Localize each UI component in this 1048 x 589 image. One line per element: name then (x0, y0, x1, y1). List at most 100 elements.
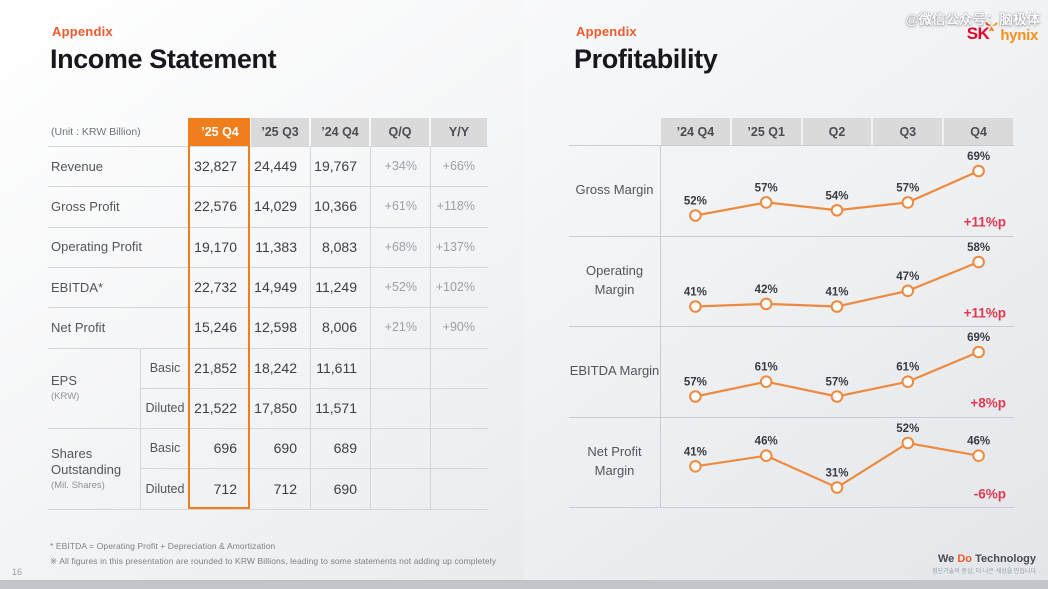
change-label: +8%p (970, 396, 1006, 411)
chart-bottom-line (569, 507, 1014, 508)
slogan-tagline: 첨단기술의 중심, 더 나은 세상을 만듭니다 (932, 569, 1036, 575)
data-point-label: 61% (896, 362, 919, 374)
chart-column-header-1: ’24 Q4 (661, 118, 730, 145)
chart-row-separator (569, 416, 1014, 418)
left-page-title: Income Statement (50, 44, 277, 74)
row-label: EBITDA* (51, 279, 104, 295)
data-point-label: 57% (825, 377, 848, 389)
highlight-column-fill (188, 118, 250, 146)
group-label: Shares Outstanding (Mil. Shares) (48, 428, 138, 509)
data-point-label: 69% (967, 151, 990, 163)
row-sublabel: Diluted (145, 400, 185, 415)
footnote-rounding: ※ All figures in this presentation are r… (50, 556, 497, 566)
chart-row-separator (569, 326, 1014, 327)
change-label: -6%p (974, 486, 1006, 501)
group-label: EPS (KRW) (48, 348, 138, 429)
butterfly-icon (985, 19, 998, 37)
value-cell: 11,611 (316, 359, 357, 376)
row-label: Gross Profit (51, 198, 120, 214)
value-cell (370, 468, 430, 508)
value-cell: 19,170 (194, 238, 237, 255)
data-point (759, 448, 773, 462)
value-cell: +118% (436, 199, 475, 214)
data-point (830, 203, 844, 217)
value-cell: 712 (213, 480, 237, 497)
row-separator (48, 347, 488, 349)
data-point (689, 459, 702, 473)
group-label-main: Shares Outstanding (51, 445, 122, 477)
data-point-label: 46% (967, 435, 990, 447)
data-point-label: 57% (684, 377, 707, 389)
value-cell (430, 348, 488, 388)
chart-row-label: EBITDA Margin (569, 362, 660, 378)
data-point (830, 480, 844, 494)
value-cell: +52% (384, 280, 417, 295)
row-label: Net Profit (51, 319, 106, 335)
change-label: +11%p (964, 305, 1006, 320)
value-cell: +61% (384, 199, 417, 214)
column-header-3: ’24 Q4 (311, 118, 369, 146)
logo-sk-text: SK (966, 24, 990, 43)
value-cell (430, 468, 488, 508)
group-label-main: EPS (51, 373, 78, 389)
footer-slogan: We Do Technology 첨단기술의 중심, 더 나은 세상을 만듭니다 (932, 553, 1036, 575)
chart-row-label: Operating Margin (585, 262, 644, 297)
data-point (759, 196, 773, 209)
value-cell: 22,576 (194, 198, 237, 215)
data-point (689, 390, 702, 403)
data-point (972, 448, 985, 462)
change-label: +11%p (964, 215, 1006, 230)
value-cell: 696 (213, 440, 237, 457)
data-point-label: 69% (967, 332, 990, 344)
data-point-label: 41% (684, 446, 707, 458)
value-cell: 8,006 (321, 319, 357, 336)
row-separator (48, 186, 488, 188)
data-point (689, 299, 702, 313)
column-separator (370, 146, 371, 509)
slogan-technology: Technology (972, 553, 1036, 565)
data-point (689, 209, 702, 222)
value-cell: 689 (333, 440, 357, 457)
data-point (901, 196, 915, 209)
data-point (759, 375, 773, 388)
income-statement-slide: Appendix Income Statement (Unit : KRW Bi… (0, 0, 524, 580)
value-cell: +68% (384, 239, 417, 254)
data-point (830, 390, 844, 403)
data-point-label: 47% (896, 270, 919, 282)
data-point (901, 375, 915, 388)
group-label-sub: (Mil. Shares) (51, 480, 105, 492)
row-label: Revenue (51, 158, 104, 174)
column-separator (310, 146, 311, 509)
sublabel-separator (140, 347, 141, 509)
slogan-we: We (938, 553, 958, 565)
right-eyebrow: Appendix (576, 24, 637, 39)
value-cell: 712 (273, 480, 297, 497)
margin-line-chart-4: 41% 46% 31% 52% 46% -6%p (684, 423, 1006, 502)
value-cell: 11,571 (315, 399, 357, 416)
data-point (759, 297, 773, 310)
logo-hynix-text: hynix (1000, 27, 1038, 44)
row-separator (48, 508, 488, 510)
chart-column-header-5: Q4 (944, 118, 1013, 145)
data-point-label: 52% (684, 196, 707, 208)
data-point-label: 46% (755, 435, 778, 447)
value-cell (430, 428, 488, 468)
value-cell: 24,449 (254, 158, 297, 175)
left-eyebrow: Appendix (52, 24, 113, 39)
value-cell: 14,949 (254, 279, 297, 296)
value-cell: +21% (384, 320, 417, 335)
chart-row-separator (569, 145, 1014, 146)
data-point (972, 345, 985, 359)
group-label-sub: (KRW) (51, 391, 80, 403)
data-point-label: 41% (684, 286, 707, 298)
column-header-4: Q/Q (371, 118, 429, 146)
row-separator (140, 468, 488, 470)
value-cell: 21,522 (194, 399, 237, 416)
chart-row-separator (569, 235, 1014, 237)
value-cell: 32,827 (194, 158, 237, 175)
margin-line-chart-2: 41% 42% 41% 47% 58% +11%p (684, 242, 1006, 321)
margin-line (695, 350, 980, 398)
chart-column-header-3: Q2 (802, 118, 872, 145)
value-cell: 15,246 (194, 319, 237, 336)
